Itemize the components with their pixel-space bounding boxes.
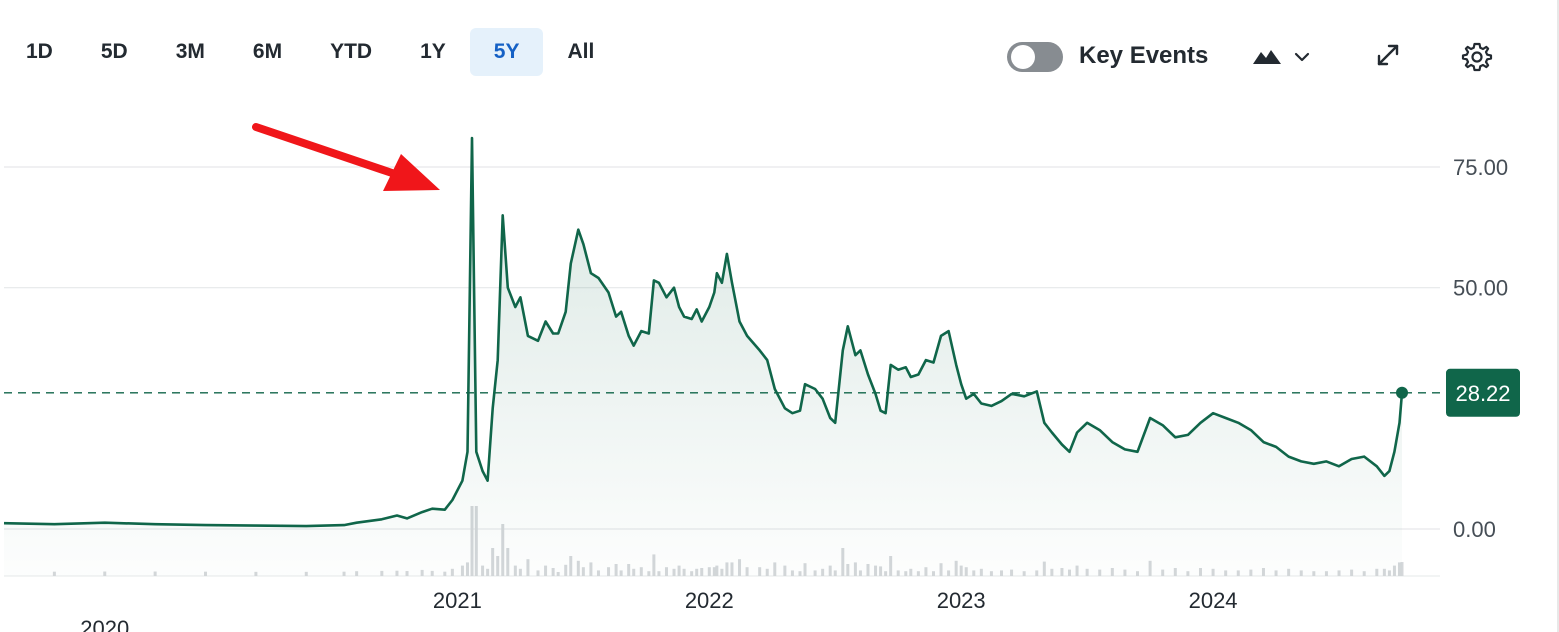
y-tick-label: 75.00 bbox=[1453, 155, 1508, 180]
range-button-3m[interactable]: 3M bbox=[175, 40, 205, 63]
last-price-tag: 28.22 bbox=[1446, 368, 1520, 417]
chart-type-selector[interactable] bbox=[1251, 44, 1321, 70]
y-axis: 75.00 50.00 0.00 bbox=[1453, 155, 1508, 542]
range-button-1d[interactable]: 1D bbox=[26, 40, 53, 63]
y-tick-label: 0.00 bbox=[1453, 517, 1496, 542]
last-price-dot bbox=[1396, 386, 1408, 399]
chevron-down-icon bbox=[1294, 52, 1310, 62]
gear-icon[interactable] bbox=[1461, 41, 1493, 73]
expand-icon[interactable] bbox=[1375, 42, 1401, 68]
toggle-knob bbox=[1011, 45, 1035, 69]
red-arrow-annotation bbox=[252, 123, 440, 191]
x-tick-label: 2022 bbox=[685, 588, 734, 613]
mountain-icon bbox=[1253, 50, 1281, 64]
y-tick-label: 50.00 bbox=[1453, 276, 1508, 301]
range-button-5y[interactable]: 5Y bbox=[469, 28, 544, 76]
x-tick-label: 2021 bbox=[433, 588, 482, 613]
range-button-ytd[interactable]: YTD bbox=[330, 40, 373, 63]
chart-toolbar: Key Events bbox=[959, 28, 1559, 84]
price-area-fill bbox=[4, 138, 1402, 576]
range-button-5d[interactable]: 5D bbox=[100, 40, 128, 63]
x-tick-label: 2024 bbox=[1189, 588, 1238, 613]
x-tick-label: 2023 bbox=[937, 588, 986, 613]
x-tick-label: 2020 bbox=[80, 616, 129, 632]
range-selector: 1D 5D 3M 6M YTD 1Y 5Y All bbox=[0, 28, 618, 76]
panel-border bbox=[1557, 0, 1559, 632]
range-button-all[interactable]: All bbox=[567, 40, 595, 63]
last-price-label: 28.22 bbox=[1455, 381, 1510, 406]
range-button-6m[interactable]: 6M bbox=[252, 40, 283, 63]
range-button-1y[interactable]: 1Y bbox=[420, 40, 446, 63]
key-events-toggle[interactable] bbox=[1007, 42, 1063, 72]
x-axis: 2020 2021 2022 2023 2024 bbox=[80, 588, 1237, 632]
key-events-label: Key Events bbox=[1079, 42, 1209, 69]
